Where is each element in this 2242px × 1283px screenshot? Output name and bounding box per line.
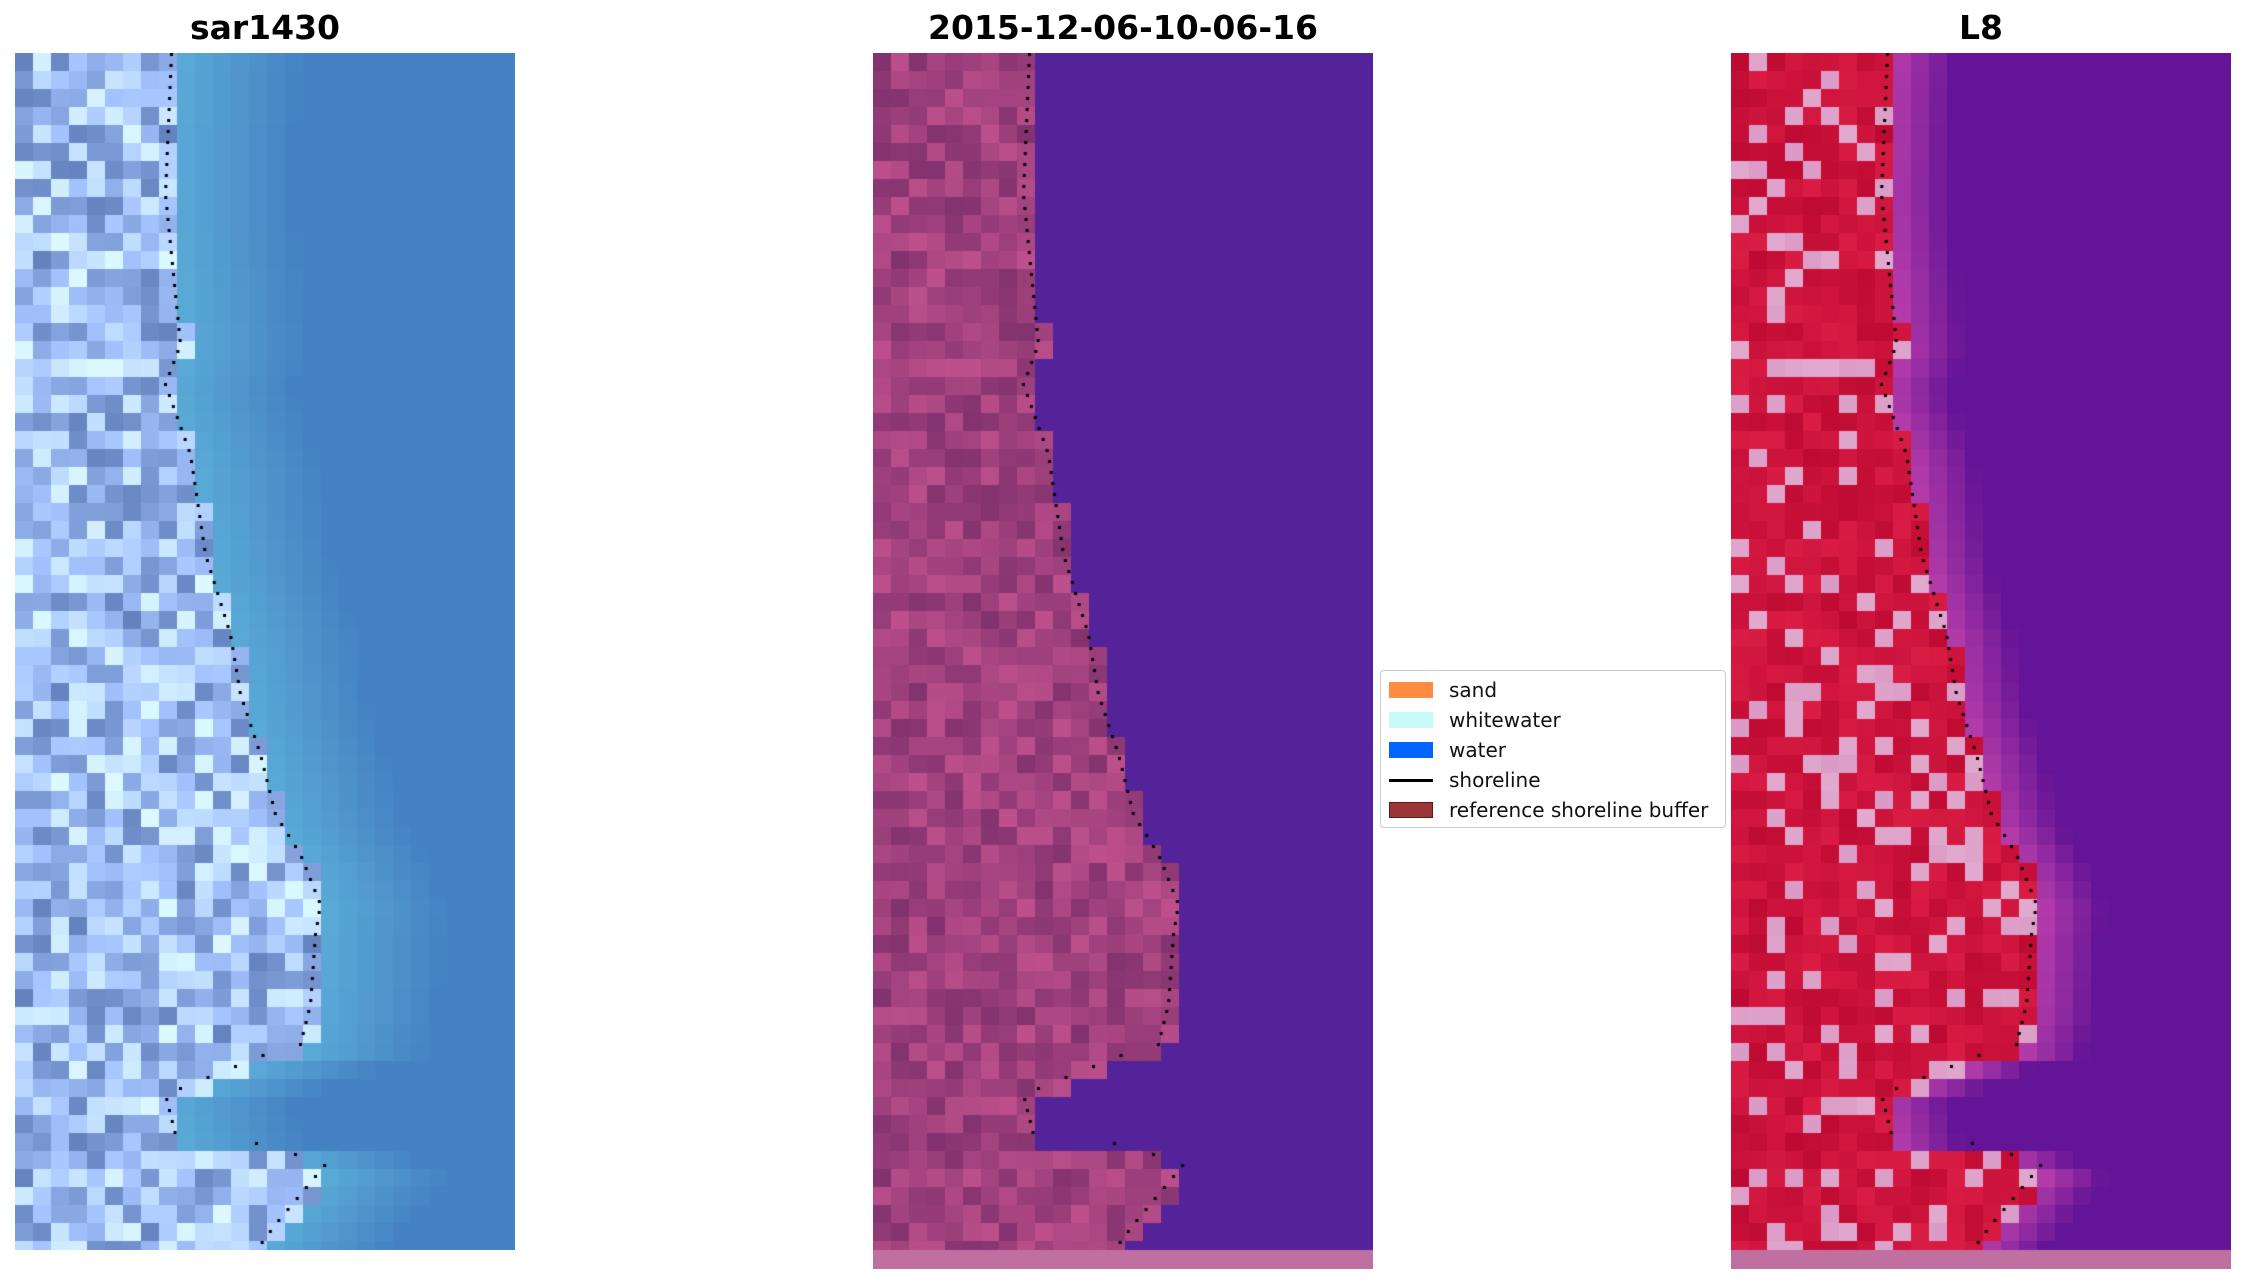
sand-swatch-icon xyxy=(1389,682,1433,698)
classified-image-panel xyxy=(873,53,1373,1269)
reference-buffer-swatch-icon xyxy=(1389,802,1433,818)
legend-item-reference-buffer: reference shoreline buffer xyxy=(1389,795,1708,825)
false-color-image-panel xyxy=(1731,53,2231,1269)
whitewater-swatch-icon xyxy=(1389,712,1433,728)
water-swatch-icon xyxy=(1389,742,1433,758)
legend-label: water xyxy=(1449,738,1506,762)
legend-label: whitewater xyxy=(1449,708,1561,732)
panel-title-right: L8 xyxy=(1959,8,2003,47)
legend-label: shoreline xyxy=(1449,768,1541,792)
legend-item-water: water xyxy=(1389,735,1506,765)
legend-item-shoreline: shoreline xyxy=(1389,765,1541,795)
rgb-satellite-image xyxy=(15,53,515,1250)
legend-label: reference shoreline buffer xyxy=(1449,798,1709,822)
legend: sand whitewater water shoreline referenc… xyxy=(1380,670,1726,828)
panel-title-left: sar1430 xyxy=(189,8,341,47)
legend-label: sand xyxy=(1449,678,1498,702)
panel-title-center: 2015-12-06-10-06-16 xyxy=(928,8,1318,47)
false-color-image xyxy=(1731,53,2231,1269)
legend-item-sand: sand xyxy=(1389,675,1497,705)
classified-image xyxy=(873,53,1373,1269)
rgb-image-panel xyxy=(15,53,515,1250)
legend-item-whitewater: whitewater xyxy=(1389,705,1561,735)
shoreline-line-icon xyxy=(1389,778,1433,782)
